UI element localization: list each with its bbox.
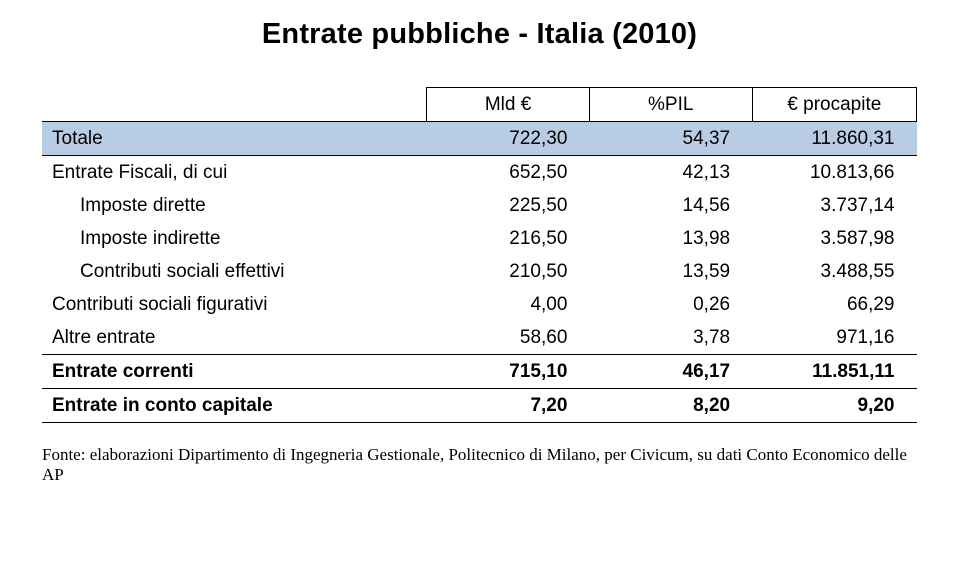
row-value: 58,60	[427, 321, 590, 355]
row-value: 722,30	[427, 122, 590, 156]
row-value: 652,50	[427, 156, 590, 190]
row-value: 0,26	[589, 288, 752, 321]
row-value: 971,16	[752, 321, 916, 355]
row-value: 3.488,55	[752, 255, 916, 288]
row-value: 3.587,98	[752, 222, 916, 255]
row-label: Contributi sociali figurativi	[42, 288, 427, 321]
row-label: Totale	[42, 122, 427, 156]
table-row: Entrate correnti 715,10 46,17 11.851,11	[42, 355, 917, 389]
row-value: 10.813,66	[752, 156, 916, 190]
header-col-mld: Mld €	[427, 88, 590, 122]
row-value: 9,20	[752, 389, 916, 423]
row-label: Entrate Fiscali, di cui	[42, 156, 427, 190]
page-title: Entrate pubbliche - Italia (2010)	[42, 18, 917, 51]
row-value: 8,20	[589, 389, 752, 423]
row-value: 46,17	[589, 355, 752, 389]
table-header-row: Mld € %PIL € procapite	[42, 88, 917, 122]
table-row: Contributi sociali figurativi 4,00 0,26 …	[42, 288, 917, 321]
row-value: 42,13	[589, 156, 752, 190]
table-row: Imposte dirette 225,50 14,56 3.737,14	[42, 189, 917, 222]
header-col-pil: %PIL	[589, 88, 752, 122]
header-empty	[42, 88, 427, 122]
row-value: 11.860,31	[752, 122, 916, 156]
source-footnote: Fonte: elaborazioni Dipartimento di Inge…	[42, 445, 917, 485]
table-row: Entrate in conto capitale 7,20 8,20 9,20	[42, 389, 917, 423]
row-value: 3,78	[589, 321, 752, 355]
row-label: Imposte dirette	[42, 189, 427, 222]
table-row: Imposte indirette 216,50 13,98 3.587,98	[42, 222, 917, 255]
header-col-procapite: € procapite	[752, 88, 916, 122]
row-value: 7,20	[427, 389, 590, 423]
row-label: Imposte indirette	[42, 222, 427, 255]
row-value: 13,98	[589, 222, 752, 255]
row-value: 210,50	[427, 255, 590, 288]
row-label: Entrate in conto capitale	[42, 389, 427, 423]
row-label: Entrate correnti	[42, 355, 427, 389]
table-row: Contributi sociali effettivi 210,50 13,5…	[42, 255, 917, 288]
row-label: Altre entrate	[42, 321, 427, 355]
row-value: 225,50	[427, 189, 590, 222]
row-value: 66,29	[752, 288, 916, 321]
row-value: 14,56	[589, 189, 752, 222]
row-label: Contributi sociali effettivi	[42, 255, 427, 288]
table-row: Totale 722,30 54,37 11.860,31	[42, 122, 917, 156]
row-value: 216,50	[427, 222, 590, 255]
revenue-table: Mld € %PIL € procapite Totale 722,30 54,…	[42, 87, 917, 423]
row-value: 4,00	[427, 288, 590, 321]
table-row: Entrate Fiscali, di cui 652,50 42,13 10.…	[42, 156, 917, 190]
row-value: 54,37	[589, 122, 752, 156]
row-value: 11.851,11	[752, 355, 916, 389]
table-row: Altre entrate 58,60 3,78 971,16	[42, 321, 917, 355]
row-value: 715,10	[427, 355, 590, 389]
row-value: 13,59	[589, 255, 752, 288]
row-value: 3.737,14	[752, 189, 916, 222]
